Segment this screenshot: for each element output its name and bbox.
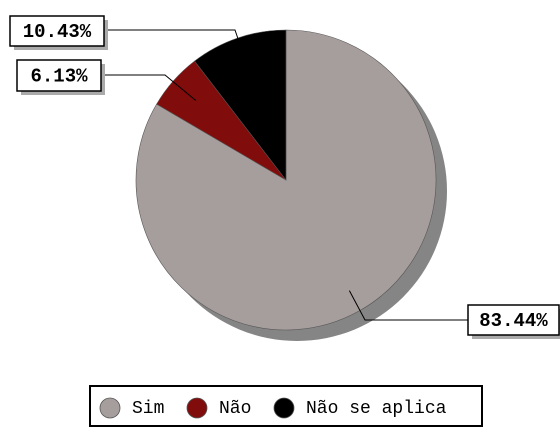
leader-line	[104, 29, 248, 67]
legend-swatch	[186, 397, 208, 419]
leader-line	[101, 74, 197, 101]
legend-swatch	[273, 397, 295, 419]
value-label: 6.13%	[30, 66, 88, 88]
label-box	[16, 59, 102, 92]
legend-label: Não	[219, 399, 251, 419]
label-box	[9, 15, 105, 47]
leader-line	[348, 290, 468, 321]
label-box	[467, 304, 560, 336]
value-label: 83.44%	[479, 310, 548, 332]
legend-swatch	[99, 397, 121, 419]
legend-label: Não se aplica	[306, 399, 447, 419]
legend-label: Sim	[132, 399, 164, 419]
value-label: 10.43%	[23, 21, 92, 43]
